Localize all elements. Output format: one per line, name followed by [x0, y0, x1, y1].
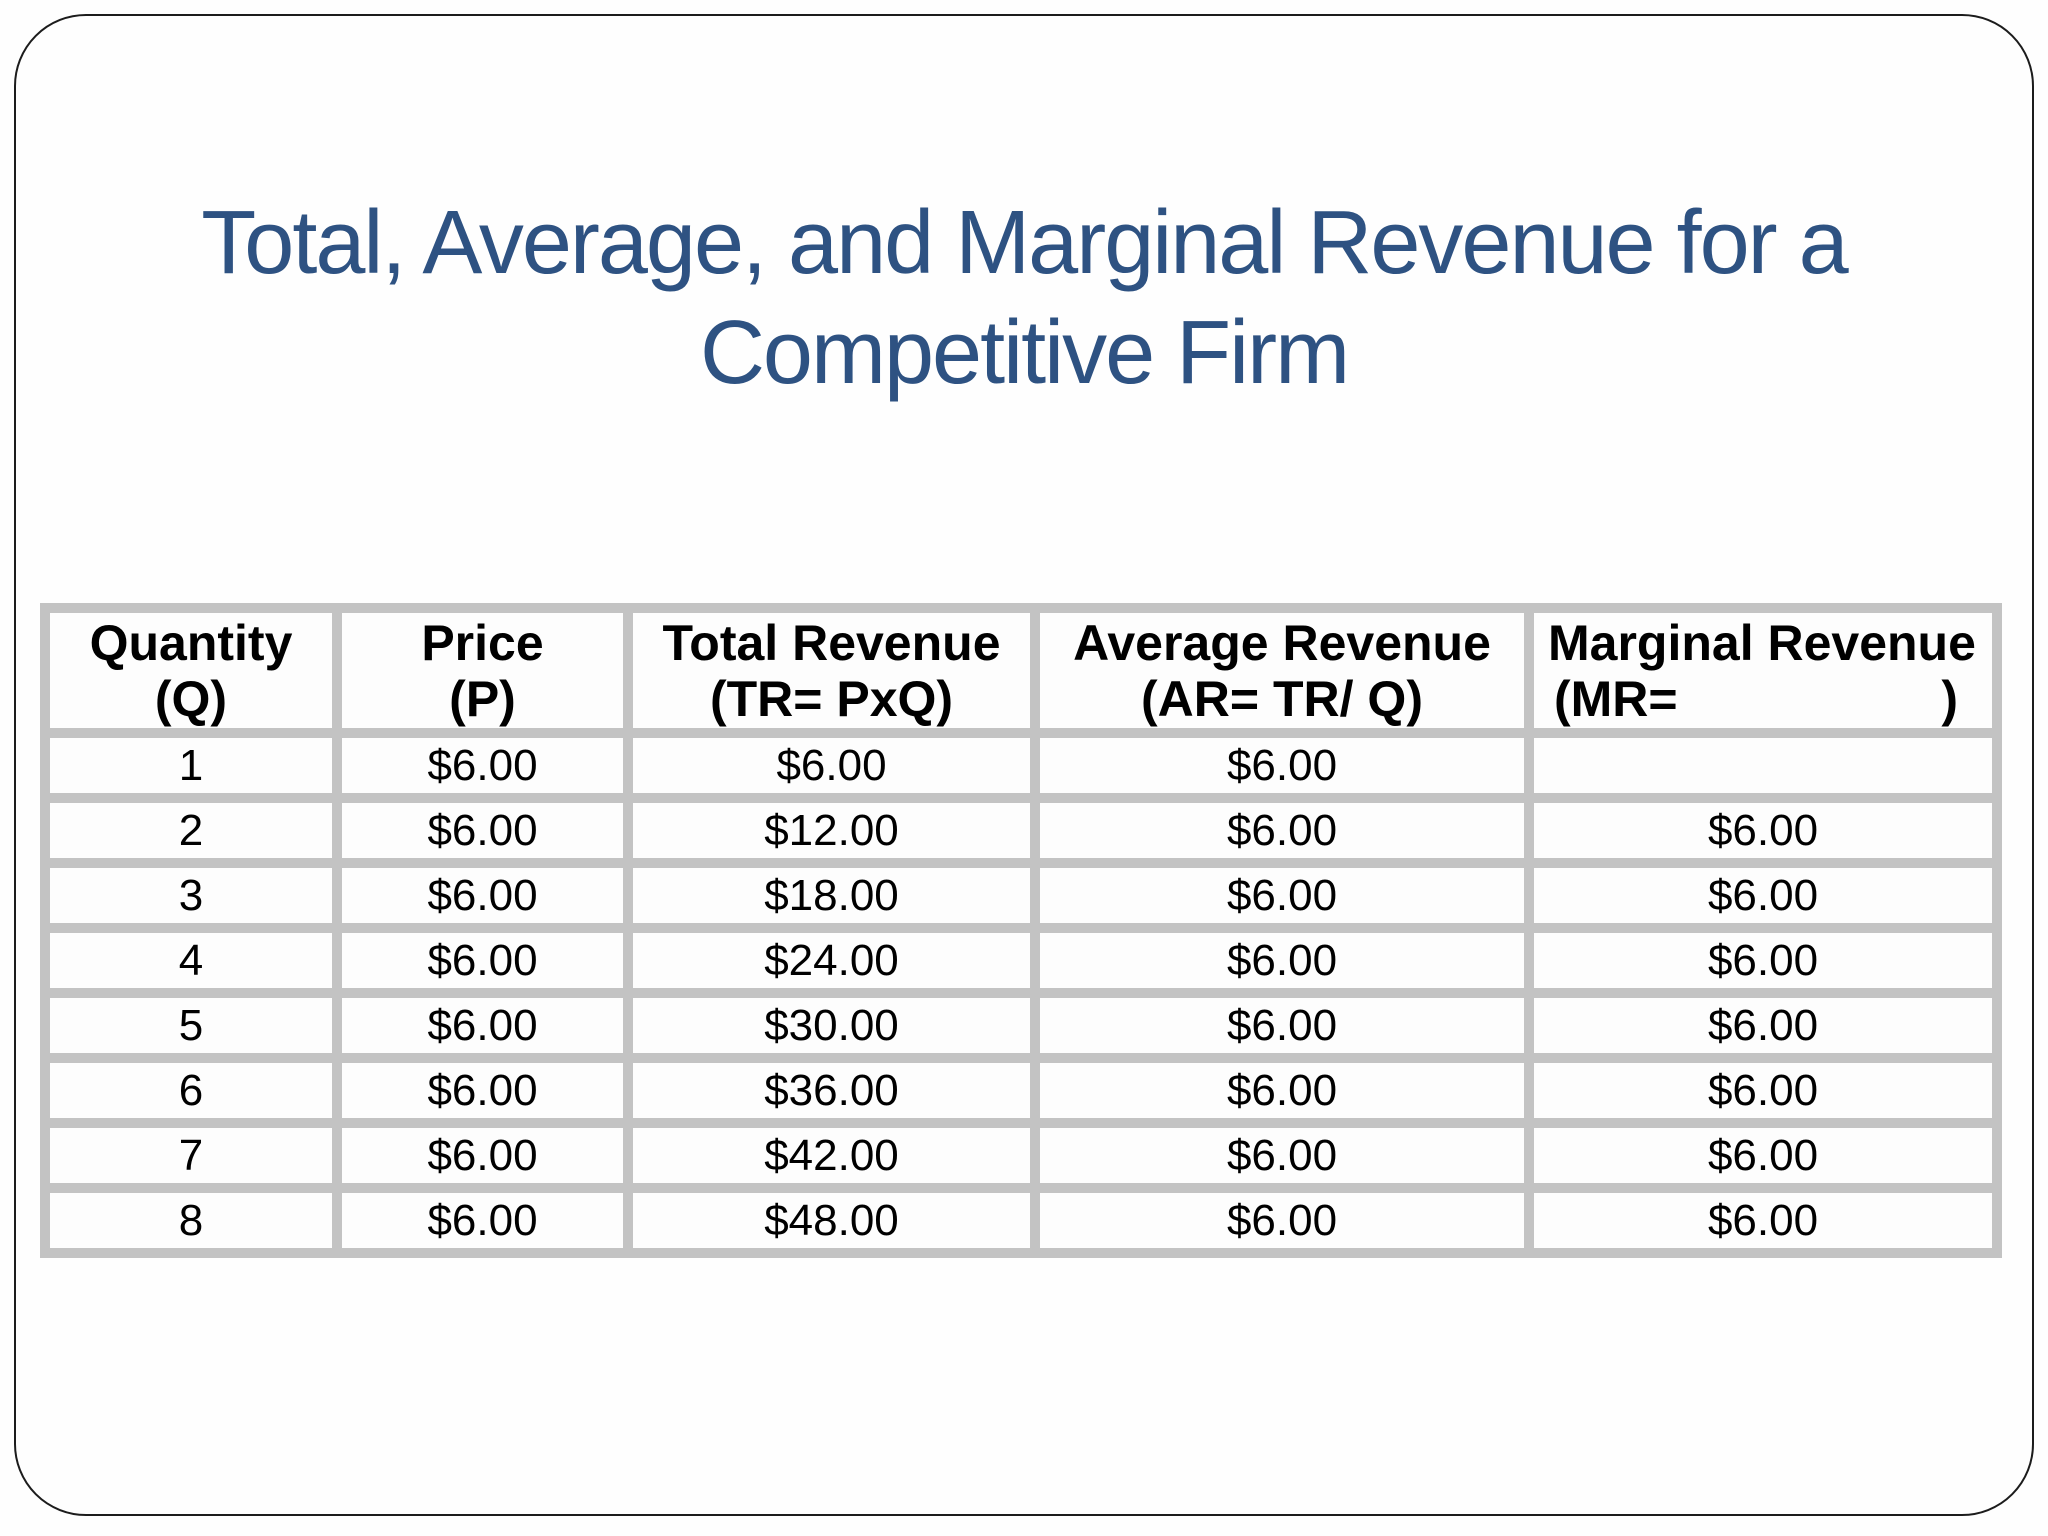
header-average-revenue-line2: (AR= TR/ Q) [1141, 670, 1423, 727]
cell-quantity: 8 [50, 1193, 332, 1248]
header-average-revenue-line1: Average Revenue [1073, 614, 1491, 671]
header-quantity-line2: (Q) [154, 670, 228, 727]
cell-price: $6.00 [342, 933, 623, 988]
header-marginal-revenue-line2: (MR= ) [1548, 671, 1992, 727]
cell-price: $6.00 [342, 803, 623, 858]
cell-price: $6.00 [342, 1063, 623, 1118]
header-price-line2: (P) [449, 670, 516, 727]
cell-average-revenue: $6.00 [1040, 1128, 1524, 1183]
cell-average-revenue: $6.00 [1040, 1193, 1524, 1248]
cell-marginal-revenue: $6.00 [1534, 868, 1992, 923]
slide-title-line1: Total, Average, and Marginal Revenue for… [201, 193, 1848, 293]
table-row: 3 $6.00 $18.00 $6.00 $6.00 [50, 868, 1992, 923]
cell-quantity: 4 [50, 933, 332, 988]
cell-quantity: 2 [50, 803, 332, 858]
header-marginal-revenue: Marginal Revenue (MR= ) [1534, 613, 1992, 728]
cell-marginal-revenue: $6.00 [1534, 1128, 1992, 1183]
cell-average-revenue: $6.00 [1040, 803, 1524, 858]
cell-marginal-revenue: $6.00 [1534, 933, 1992, 988]
slide-title: Total, Average, and Marginal Revenue for… [0, 188, 2048, 408]
cell-marginal-revenue: $6.00 [1534, 998, 1992, 1053]
cell-price: $6.00 [342, 868, 623, 923]
header-total-revenue-line1: Total Revenue [662, 614, 1001, 671]
cell-average-revenue: $6.00 [1040, 933, 1524, 988]
cell-total-revenue: $6.00 [633, 738, 1030, 793]
cell-total-revenue: $18.00 [633, 868, 1030, 923]
table-row: 4 $6.00 $24.00 $6.00 $6.00 [50, 933, 1992, 988]
header-average-revenue: Average Revenue (AR= TR/ Q) [1040, 613, 1524, 728]
header-marginal-revenue-line1: Marginal Revenue [1548, 614, 1976, 671]
cell-price: $6.00 [342, 998, 623, 1053]
header-mr-open-paren: (MR= [1554, 670, 1678, 727]
cell-price: $6.00 [342, 1128, 623, 1183]
cell-marginal-revenue: $6.00 [1534, 1063, 1992, 1118]
cell-marginal-revenue [1534, 738, 1992, 793]
cell-total-revenue: $30.00 [633, 998, 1030, 1053]
table-row: 7 $6.00 $42.00 $6.00 $6.00 [50, 1128, 1992, 1183]
table-row: 1 $6.00 $6.00 $6.00 [50, 738, 1992, 793]
header-total-revenue: Total Revenue (TR= PxQ) [633, 613, 1030, 728]
header-mr-close-paren: ) [1941, 670, 1958, 727]
header-quantity: Quantity (Q) [50, 613, 332, 728]
cell-average-revenue: $6.00 [1040, 998, 1524, 1053]
cell-marginal-revenue: $6.00 [1534, 1193, 1992, 1248]
cell-quantity: 1 [50, 738, 332, 793]
header-total-revenue-line2: (TR= PxQ) [709, 670, 954, 727]
slide-title-line2: Competitive Firm [699, 303, 1350, 403]
table-row: 6 $6.00 $36.00 $6.00 $6.00 [50, 1063, 1992, 1118]
cell-total-revenue: $24.00 [633, 933, 1030, 988]
cell-price: $6.00 [342, 738, 623, 793]
cell-total-revenue: $42.00 [633, 1128, 1030, 1183]
table-row: 2 $6.00 $12.00 $6.00 $6.00 [50, 803, 1992, 858]
cell-quantity: 7 [50, 1128, 332, 1183]
cell-marginal-revenue: $6.00 [1534, 803, 1992, 858]
cell-total-revenue: $36.00 [633, 1063, 1030, 1118]
table-row: 5 $6.00 $30.00 $6.00 $6.00 [50, 998, 1992, 1053]
cell-quantity: 3 [50, 868, 332, 923]
cell-price: $6.00 [342, 1193, 623, 1248]
cell-average-revenue: $6.00 [1040, 1063, 1524, 1118]
cell-quantity: 5 [50, 998, 332, 1053]
cell-total-revenue: $12.00 [633, 803, 1030, 858]
cell-average-revenue: $6.00 [1040, 738, 1524, 793]
header-price-line1: Price [421, 614, 544, 671]
header-quantity-line1: Quantity [89, 614, 293, 671]
cell-average-revenue: $6.00 [1040, 868, 1524, 923]
table-header-row: Quantity (Q) Price (P) Total Revenue (TR… [50, 613, 1992, 728]
header-price: Price (P) [342, 613, 623, 728]
cell-total-revenue: $48.00 [633, 1193, 1030, 1248]
cell-quantity: 6 [50, 1063, 332, 1118]
table-row: 8 $6.00 $48.00 $6.00 $6.00 [50, 1193, 1992, 1248]
revenue-table: Quantity (Q) Price (P) Total Revenue (TR… [40, 603, 2002, 1258]
